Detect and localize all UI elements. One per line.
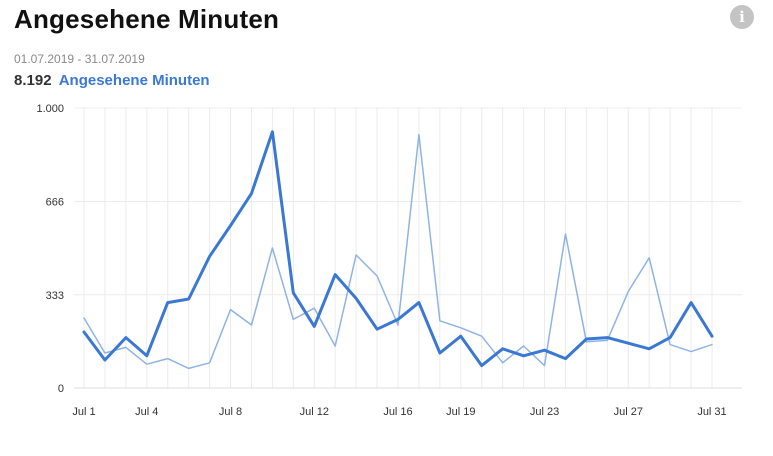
summary-total: 8.192 [14,72,52,89]
y-tick-label: 333 [46,290,64,302]
x-tick-label: Jul 27 [614,406,643,418]
summary-metric-label: Angesehene Minuten [58,72,210,89]
summary: 8.192 Angesehene Minuten [14,72,210,89]
x-tick-label: Jul 12 [300,406,329,418]
x-tick-label: Jul 1 [72,406,95,418]
x-tick-label: Jul 16 [383,406,412,418]
y-tick-label: 666 [46,197,64,209]
y-tick-label: 0 [58,383,64,395]
x-tick-label: Jul 31 [697,406,726,418]
x-tick-label: Jul 4 [135,406,158,418]
series-line-comparison [83,133,713,370]
x-tick-label: Jul 8 [219,406,242,418]
series-line-primary [82,130,714,368]
date-range: 01.07.2019 - 31.07.2019 [14,52,145,66]
y-tick-label: 1.000 [36,103,64,115]
x-tick-label: Jul 19 [446,406,475,418]
page-title: Angesehene Minuten [14,4,280,34]
info-icon[interactable]: i [730,5,754,29]
x-tick-label: Jul 23 [530,406,559,418]
